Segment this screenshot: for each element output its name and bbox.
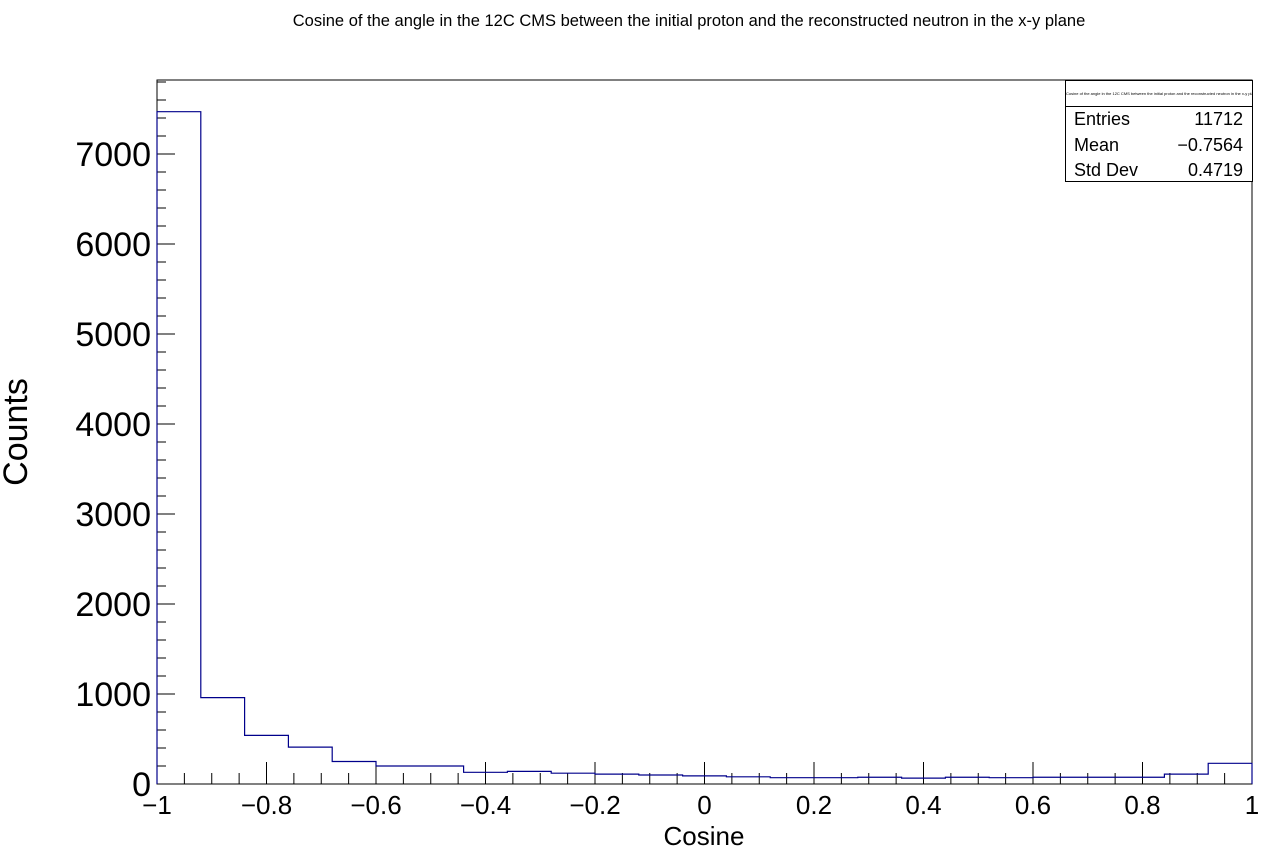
stats-row-mean: Mean −0.7564 (1066, 133, 1252, 159)
y-tick-label: 0 (132, 766, 151, 804)
stats-title: Cosine of the angle in the 12C CMS betwe… (1066, 81, 1252, 107)
x-tick-label: 0.4 (905, 790, 941, 820)
y-axis: 0 1000 2000 3000 4000 5000 6000 7000 (75, 81, 175, 804)
y-tick-label: 5000 (75, 316, 151, 354)
x-tick-label: 0.8 (1124, 790, 1160, 820)
y-tick-label: 3000 (75, 496, 151, 534)
y-tick-label: 2000 (75, 586, 151, 624)
stats-value: 11712 (1194, 109, 1243, 129)
x-tick-label: −1 (142, 790, 172, 820)
x-axis: −1 −0.8 −0.6 −0.4 −0.2 0 0.2 0.4 0.6 0.8 1 (142, 762, 1259, 820)
stats-box: Cosine of the angle in the 12C CMS betwe… (1065, 80, 1253, 182)
y-axis-label: Counts (0, 378, 35, 486)
x-axis-label: Cosine (664, 821, 745, 851)
x-tick-label: −0.2 (569, 790, 620, 820)
stats-label: Entries (1074, 109, 1131, 129)
x-tick-label: 0.2 (796, 790, 832, 820)
x-tick-label: 0 (697, 790, 711, 820)
stats-value: −0.7564 (1177, 134, 1243, 155)
plot-frame (156, 79, 1253, 785)
stats-value: 0.4719 (1187, 160, 1243, 180)
stats-row-entries: Entries 11712 (1066, 107, 1252, 133)
x-tick-label: −0.4 (460, 790, 511, 820)
y-tick-label: 7000 (75, 136, 151, 174)
histogram-line (156, 111, 1253, 784)
y-tick-label: 6000 (75, 226, 151, 264)
chart-title: Cosine of the angle in the 12C CMS betwe… (292, 12, 1086, 30)
x-tick-label: −0.8 (241, 790, 292, 820)
stats-label: Mean (1074, 134, 1120, 155)
y-tick-label: 4000 (75, 406, 151, 444)
stats-label: Std Dev (1074, 160, 1139, 180)
stats-row-std-dev: Std Dev 0.4719 (1066, 158, 1252, 184)
x-tick-label: 0.6 (1015, 790, 1051, 820)
y-tick-label: 1000 (75, 676, 151, 714)
x-tick-label: −0.6 (350, 790, 401, 820)
x-tick-label: 1 (1245, 790, 1259, 820)
